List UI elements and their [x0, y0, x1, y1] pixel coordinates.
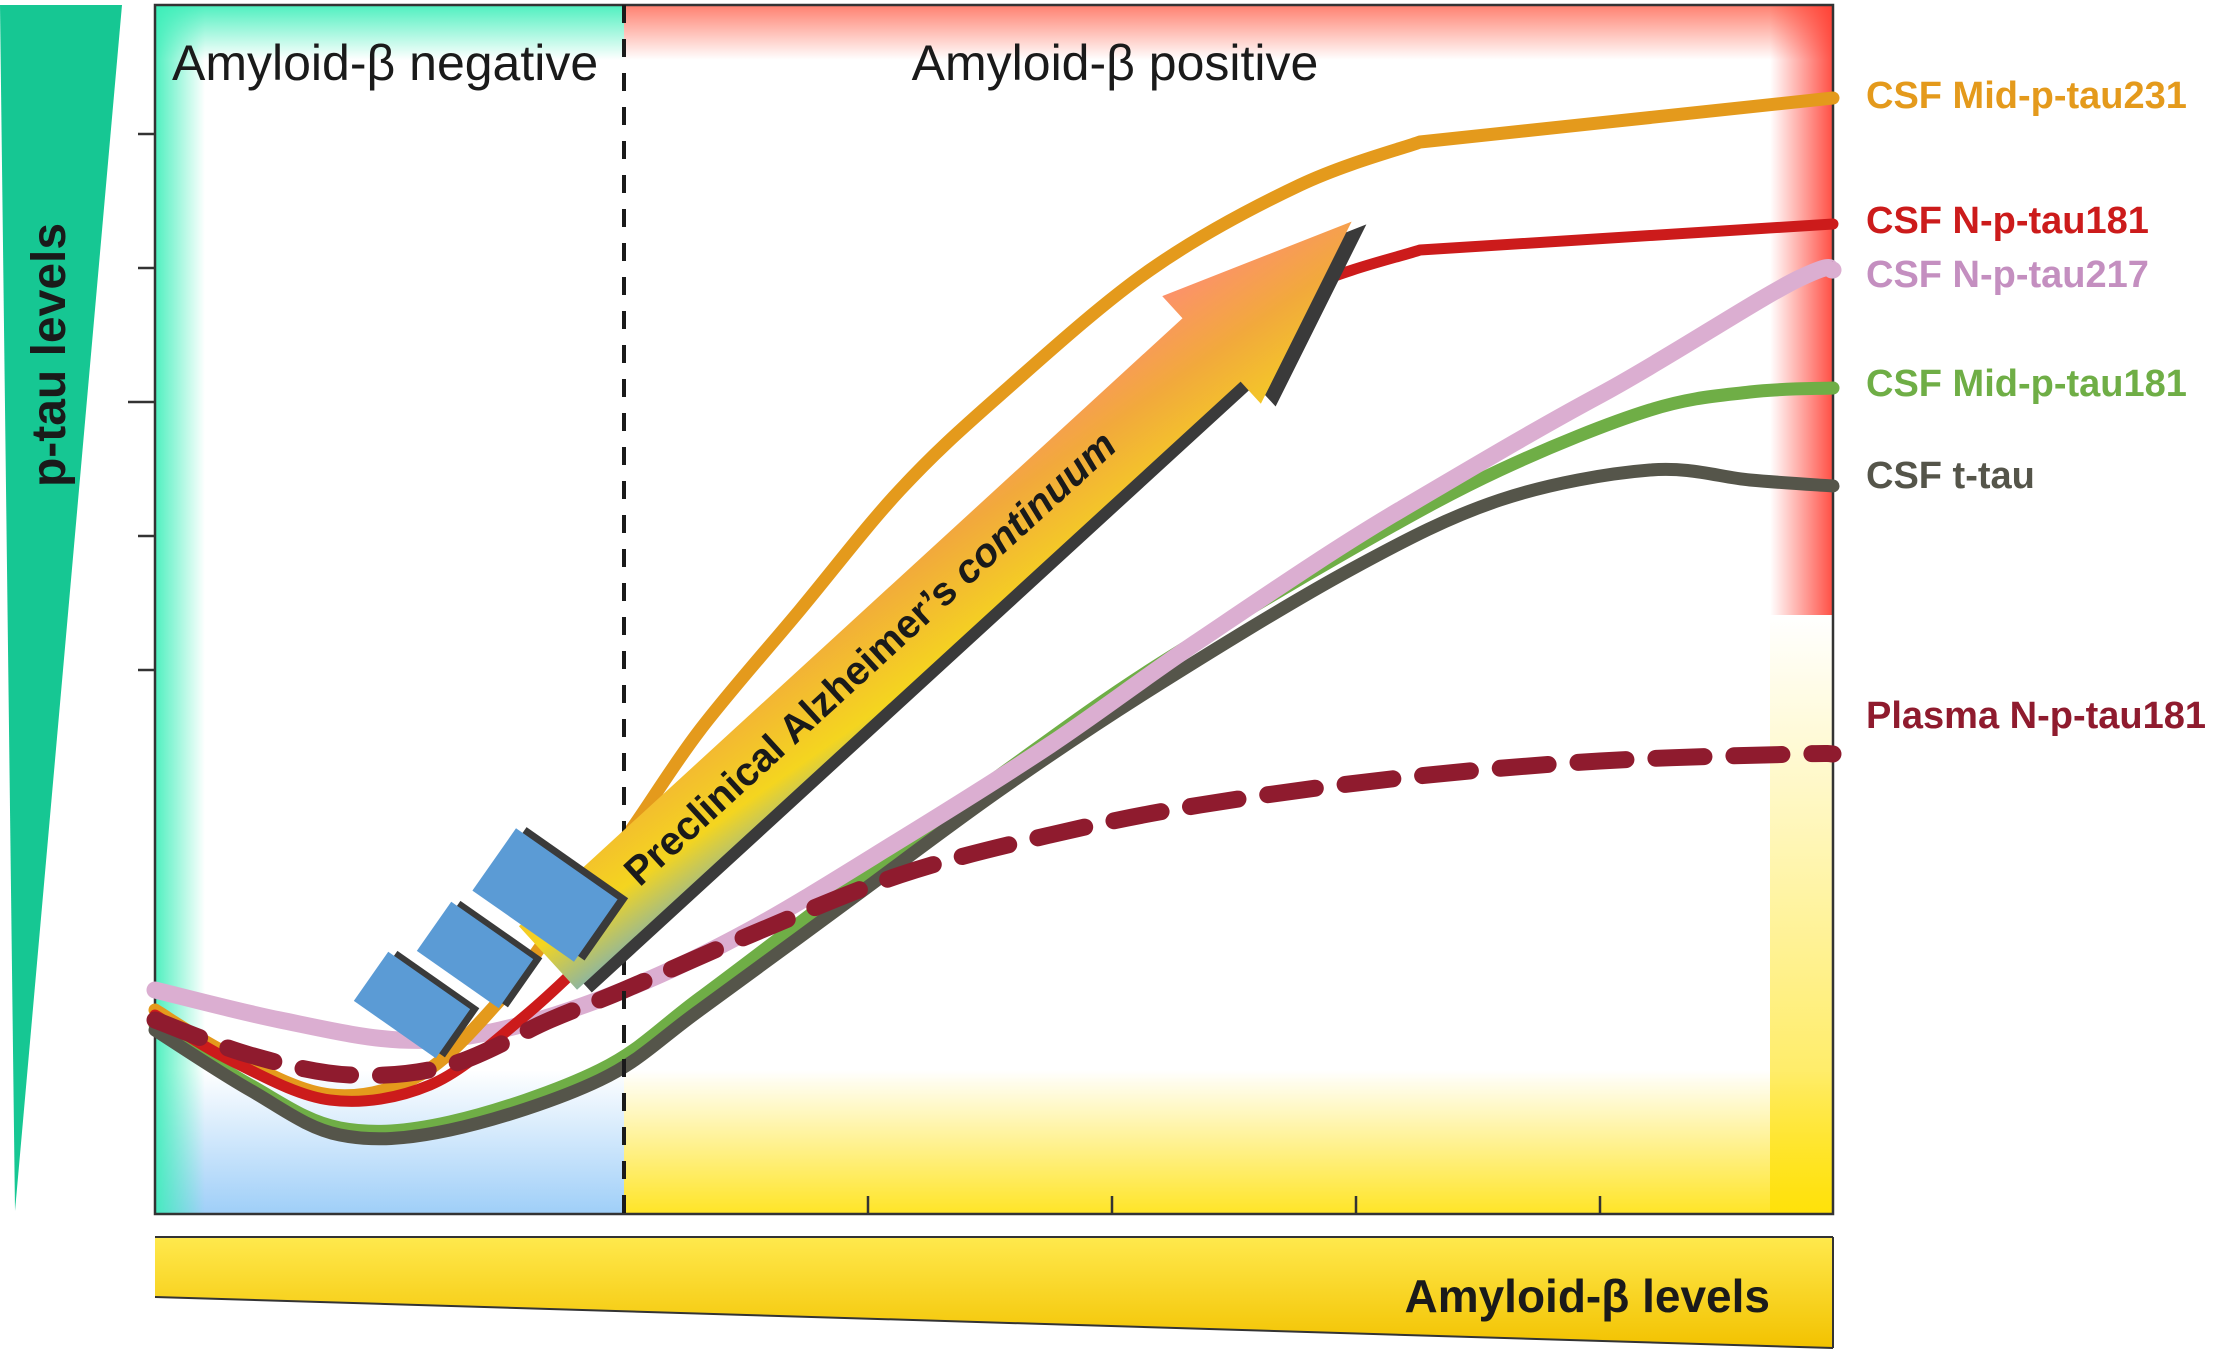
- svg-text:p-tau levels: p-tau levels: [23, 223, 76, 487]
- svg-text:Amyloid-β positive: Amyloid-β positive: [912, 35, 1319, 91]
- svg-text:CSF t-tau: CSF t-tau: [1866, 455, 2035, 497]
- svg-text:Amyloid-β negative: Amyloid-β negative: [172, 35, 598, 91]
- svg-text:CSF Mid-p-tau231: CSF Mid-p-tau231: [1866, 75, 2187, 117]
- svg-text:CSF Mid-p-tau181: CSF Mid-p-tau181: [1866, 363, 2187, 405]
- svg-text:CSF N-p-tau181: CSF N-p-tau181: [1866, 200, 2149, 242]
- svg-text:Plasma N-p-tau181: Plasma N-p-tau181: [1866, 695, 2206, 737]
- svg-text:CSF N-p-tau217: CSF N-p-tau217: [1866, 254, 2149, 296]
- svg-text:Amyloid-β levels: Amyloid-β levels: [1404, 1270, 1770, 1322]
